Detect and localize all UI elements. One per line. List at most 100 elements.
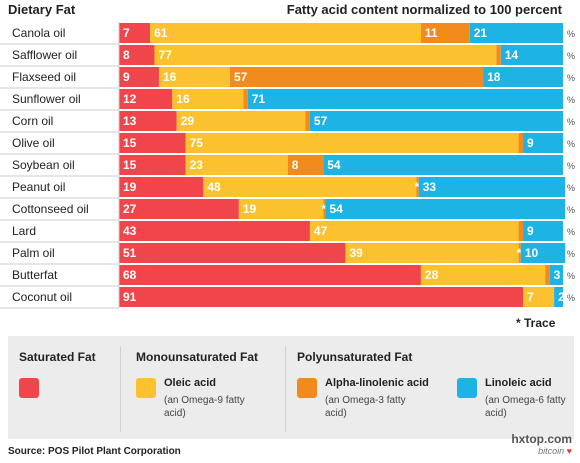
bar-segment <box>500 45 563 65</box>
data-label: 54 <box>329 202 343 216</box>
data-label: 3 <box>554 268 561 282</box>
chart-left-title: Dietary Fat <box>8 2 76 17</box>
bar-segment <box>119 67 159 87</box>
data-label: 8 <box>123 48 130 62</box>
legend-sub-oleic: (an Omega-9 fatty acid) <box>164 395 245 419</box>
percent-unit-label: % <box>567 117 575 127</box>
watermark-brand: bitcoin <box>538 446 565 456</box>
data-label: 68 <box>123 268 137 282</box>
legend-divider <box>285 346 286 432</box>
bar-segment <box>325 199 566 219</box>
bar-segment <box>518 243 521 263</box>
bar-segment <box>305 111 310 131</box>
legend-label-alpha-linolenic: Alpha-linolenic acid <box>325 377 429 389</box>
bar-segment <box>172 89 244 109</box>
legend-swatch-oleic <box>136 378 156 398</box>
data-label: 10 <box>525 246 539 260</box>
data-label: * <box>517 246 522 260</box>
data-label: 13 <box>123 114 137 128</box>
legend-divider <box>120 346 121 432</box>
category-label: Canola oil <box>12 26 65 40</box>
bar-segment <box>119 89 173 109</box>
data-label: 7 <box>527 290 534 304</box>
bar-segment <box>119 243 346 263</box>
data-label: 9 <box>123 70 130 84</box>
data-label: 71 <box>252 92 266 106</box>
chart-title: Fatty acid content normalized to 100 per… <box>286 2 562 17</box>
bar-segment <box>119 23 151 43</box>
bar-segment <box>323 199 326 219</box>
bar-segment <box>420 23 470 43</box>
category-label: Sunflower oil <box>12 92 81 106</box>
bar-segment <box>496 45 501 65</box>
percent-unit-label: % <box>567 249 575 259</box>
data-label: 18 <box>487 70 501 84</box>
data-label: 16 <box>176 92 190 106</box>
bar-segment <box>119 287 524 307</box>
data-label: * <box>321 202 326 216</box>
data-label: 57 <box>234 70 248 84</box>
watermark-logo: hxtop.com bitcoin ♥ <box>511 433 572 457</box>
data-label: 2 <box>558 290 565 304</box>
bar-segment <box>158 67 230 87</box>
data-label: 27 <box>123 202 137 216</box>
legend-group-polyunsaturated: Polyunsaturated Fat <box>297 350 413 364</box>
legend-group-monounsaturated: Monounsaturated Fat <box>136 350 258 364</box>
bar-segment <box>420 265 546 285</box>
data-label: 48 <box>207 180 221 194</box>
bar-segment <box>119 265 421 285</box>
data-label: 77 <box>159 48 173 62</box>
bar-segment <box>238 199 324 219</box>
bar-segment <box>243 89 248 109</box>
data-label: 11 <box>425 26 438 40</box>
data-label: 43 <box>123 224 137 238</box>
data-label: 12 <box>123 92 137 106</box>
category-label: Coconut oil <box>12 290 72 304</box>
data-label: 8 <box>292 158 299 172</box>
data-label: 15 <box>123 158 137 172</box>
data-label: 23 <box>190 158 204 172</box>
bar-segment <box>309 111 563 131</box>
bar-segment <box>185 133 519 153</box>
data-label: * <box>415 180 420 194</box>
watermark-site: hxtop.com <box>511 432 572 446</box>
category-label: Palm oil <box>12 246 55 260</box>
legend-sub-linoleic: (an Omega-6 fatty acid) <box>485 395 566 419</box>
bar-segment <box>119 199 239 219</box>
bar-segment <box>119 111 177 131</box>
data-label: 7 <box>123 26 130 40</box>
legend-swatch-alpha-linolenic <box>297 378 317 398</box>
bar-segment <box>287 155 324 175</box>
category-column <box>0 22 119 308</box>
bar-segment <box>518 221 524 241</box>
source-note: Source: POS Pilot Plant Corporation <box>8 446 181 457</box>
category-label: Safflower oil <box>12 48 77 62</box>
data-label: 91 <box>123 290 137 304</box>
percent-unit-label: % <box>567 183 575 193</box>
data-label: 14 <box>505 48 519 62</box>
legend-label-oleic: Oleic acid <box>164 377 216 389</box>
category-label: Olive oil <box>12 136 55 150</box>
category-label: Flaxseed oil <box>12 70 76 84</box>
category-label: Butterfat <box>12 268 58 282</box>
data-label: 19 <box>123 180 137 194</box>
data-label: 75 <box>190 136 204 150</box>
trace-footnote: * Trace <box>516 316 556 330</box>
data-label: 57 <box>314 114 328 128</box>
data-label: 39 <box>349 246 363 260</box>
bar-segment <box>119 221 310 241</box>
percent-unit-label: % <box>567 293 575 303</box>
legend-panel: Saturated Fat Monounsaturated Fat Polyun… <box>8 336 574 439</box>
bar-segment <box>309 221 519 241</box>
data-label: 47 <box>314 224 328 238</box>
bar-segment <box>119 133 186 153</box>
bar-segment <box>185 155 288 175</box>
data-label: 21 <box>474 26 488 40</box>
legend-label-linoleic: Linoleic acid <box>485 377 552 389</box>
bar-segment <box>345 243 519 263</box>
category-label: Peanut oil <box>12 180 65 194</box>
percent-unit-label: % <box>567 161 575 171</box>
bar-segment <box>554 287 563 307</box>
data-label: 54 <box>327 158 341 172</box>
data-label: 28 <box>425 268 439 282</box>
